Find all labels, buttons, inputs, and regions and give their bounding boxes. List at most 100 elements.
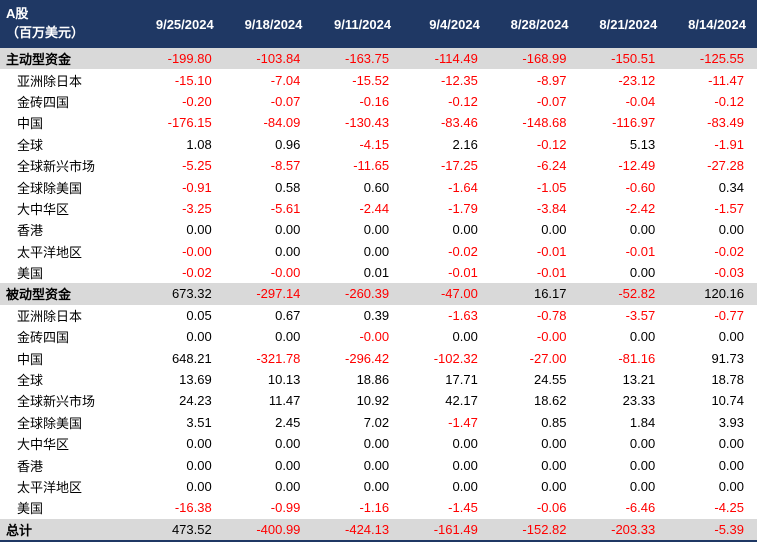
value-cell: -17.25 [440,158,478,174]
value-cell: -0.78 [536,307,567,323]
value-cell: 24.23 [179,393,212,409]
value-cell: 0.00 [186,479,212,494]
value-cell: -0.00 [182,243,212,259]
value-cell: -0.03 [714,265,744,281]
value-cell: -176.15 [167,115,212,131]
value-cell: -15.52 [352,72,390,88]
value-cell: 0.00 [363,479,390,494]
value-cell: 3.93 [718,414,744,430]
value-cell: -0.77 [714,307,744,323]
row-label: 香港 [17,223,44,239]
value-cell: -296.42 [345,350,390,366]
data-row: 金砖四国 0.00 0.00 -0.00 0.00 -0.00 0.00 0.00 [0,326,757,347]
value-cell: 7.02 [363,414,390,430]
section-row: 总计 473.52 -400.99 -424.13 -161.49 -152.82 -203… [0,518,757,541]
section-row: 被动型资金 673.32 -297.14 -260.39 -47.00 16.17 -52.… [0,283,757,305]
value-cell: -2.42 [625,200,656,216]
value-cell: 0.00 [275,436,301,452]
value-cell: -0.12 [448,93,478,109]
value-cell: 0.00 [718,436,744,452]
value-cell: -0.00 [359,329,390,345]
table-title: A股 （百万美元） [0,0,136,48]
value-cell: -2.44 [359,200,390,216]
value-cell: -0.00 [270,265,301,281]
value-cell: 0.01 [363,265,390,281]
value-cell: -4.15 [359,136,390,152]
value-cell: -0.60 [625,179,656,195]
value-cell: -260.39 [345,286,390,302]
data-row: 全球除美国 3.51 2.45 7.02 -1.47 0.85 1.84 3.93 [0,412,757,433]
column-header-date: 8/21/2024 [579,0,669,48]
value-cell: 0.00 [363,222,390,238]
value-cell: 0.00 [629,436,656,452]
value-cell: -0.07 [536,93,567,109]
value-cell: 18.78 [711,372,744,388]
value-cell: 42.17 [445,393,478,409]
value-cell: -84.09 [263,115,301,131]
column-header-date: 9/11/2024 [313,0,403,48]
value-cell: -1.63 [448,307,478,323]
value-cell: -4.25 [714,500,744,516]
value-cell: 0.00 [541,436,567,452]
value-cell: 0.00 [452,479,478,494]
value-cell: -125.55 [699,51,744,67]
data-row: 全球 13.69 10.13 18.86 17.71 24.55 13.21 18.78 [0,369,757,390]
value-cell: 0.85 [541,414,567,430]
value-cell: 0.00 [186,457,212,473]
value-cell: -1.05 [536,179,567,195]
value-cell: 10.92 [356,393,390,409]
data-row: 太平洋地区 -0.00 0.00 0.00 -0.02 -0.01 -0.01 -0.02 [0,241,757,262]
column-header-date: 9/18/2024 [224,0,314,48]
value-cell: -150.51 [611,51,656,67]
row-label: 太平洋地区 [17,244,83,260]
data-row: 香港 0.00 0.00 0.00 0.00 0.00 0.00 0.00 [0,454,757,475]
value-cell: 13.69 [179,372,212,388]
value-cell: -3.25 [182,200,212,216]
value-cell: -0.02 [448,243,478,259]
value-cell: 3.51 [186,414,212,430]
column-header-date: 8/28/2024 [490,0,580,48]
value-cell: 0.00 [452,222,478,238]
value-cell: 0.00 [186,436,212,452]
value-cell: 24.55 [533,372,567,388]
value-cell: 1.08 [186,136,212,152]
row-label: 中国 [17,116,44,132]
column-header-date: 8/14/2024 [668,0,757,48]
value-cell: -16.38 [174,500,212,516]
row-label: 大中华区 [17,437,70,453]
value-cell: 0.00 [629,222,656,238]
data-row: 全球 1.08 0.96 -4.15 2.16 -0.12 5.13 -1.91 [0,134,757,155]
row-label: 大中华区 [17,201,70,217]
value-cell: -47.00 [440,286,478,302]
value-cell: -0.00 [536,329,567,345]
table-title-market: A股 [6,6,29,22]
value-cell: -321.78 [256,350,301,366]
value-cell: -1.79 [448,200,478,216]
row-label: 金砖四国 [17,330,70,346]
value-cell: 0.58 [275,179,301,195]
value-cell: -15.10 [174,72,212,88]
value-cell: -23.12 [618,72,656,88]
row-label: 全球 [17,137,44,153]
value-cell: 0.00 [718,222,744,238]
value-cell: -168.99 [522,51,567,67]
row-label: 全球新兴市场 [17,394,96,410]
row-label: 全球除美国 [17,180,83,196]
value-cell: -161.49 [433,521,478,537]
value-cell: 0.00 [363,436,390,452]
value-cell: -199.80 [167,51,212,67]
value-cell: 10.13 [267,372,301,388]
value-cell: 0.00 [629,265,656,281]
value-cell: -0.12 [536,136,567,152]
value-cell: -0.20 [182,93,212,109]
data-row: 美国 -0.02 -0.00 0.01 -0.01 -0.01 0.00 -0.03 [0,262,757,283]
value-cell: 0.00 [186,222,212,238]
value-cell: 0.00 [629,329,656,345]
value-cell: 0.00 [275,243,301,259]
value-cell: -27.00 [529,350,567,366]
value-cell: -8.57 [270,158,301,174]
row-label: 被动型资金 [6,287,72,303]
row-label: 亚洲除日本 [17,73,83,89]
value-cell: -0.06 [536,500,567,516]
value-cell: -5.25 [182,158,212,174]
